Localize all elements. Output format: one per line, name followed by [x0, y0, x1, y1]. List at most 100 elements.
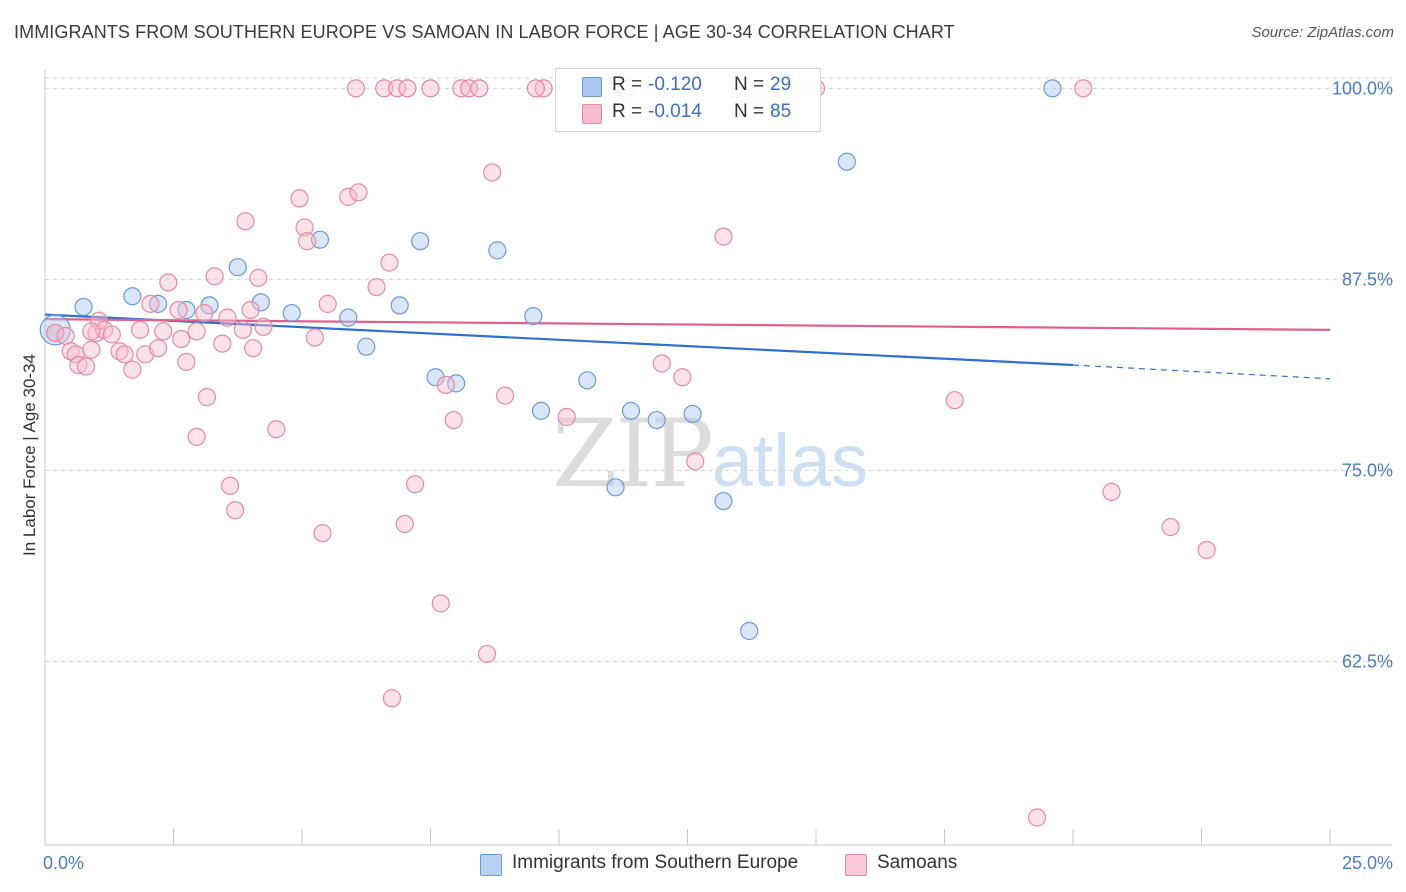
- point-samoans: [452, 79, 471, 98]
- point-samoans: [244, 339, 263, 358]
- point-southern-europe: [578, 371, 597, 390]
- point-southern-europe: [740, 621, 759, 641]
- point-samoans: [313, 524, 332, 543]
- point-samoans: [421, 79, 440, 98]
- point-samoans: [110, 342, 129, 361]
- legend-r-value: -0.014: [648, 101, 702, 122]
- point-samoans: [115, 345, 134, 364]
- point-samoans: [1161, 517, 1180, 537]
- point-samoans: [61, 342, 80, 361]
- point-samoans: [130, 320, 150, 339]
- x-tick-label-min: 0.0%: [43, 853, 84, 873]
- point-samoans: [483, 163, 502, 182]
- point-southern-europe: [390, 296, 409, 315]
- legend-swatch-samoans: [845, 854, 867, 876]
- point-southern-europe: [123, 287, 142, 306]
- point-samoans: [295, 218, 314, 237]
- point-samoans: [686, 452, 705, 471]
- point-samoans: [77, 357, 96, 376]
- point-samoans: [226, 501, 245, 520]
- point-southern-europe: [411, 232, 430, 251]
- point-southern-europe: [177, 300, 196, 320]
- watermark-atlas: atlas: [711, 419, 869, 502]
- point-southern-europe: [228, 258, 247, 277]
- point-samoans: [46, 323, 65, 343]
- legend-swatch-southern-europe: [480, 854, 502, 876]
- point-samoans: [205, 267, 224, 286]
- point-samoans: [459, 79, 479, 98]
- point-southern-europe: [621, 401, 641, 420]
- point-samoans: [298, 232, 317, 251]
- point-southern-europe: [837, 152, 856, 171]
- point-samoans: [444, 410, 463, 430]
- point-southern-europe: [683, 404, 702, 424]
- point-samoans: [405, 475, 425, 494]
- point-samoans: [349, 183, 368, 202]
- point-samoans: [141, 294, 160, 313]
- point-samoans: [220, 476, 240, 495]
- point-samoans: [1074, 79, 1093, 98]
- point-samoans: [346, 79, 366, 98]
- tick-label-layer: 62.5% 75.0% 87.5% 100.0% 0.0% 25.0%: [43, 78, 1393, 873]
- point-southern-europe: [426, 368, 445, 387]
- point-southern-europe: [357, 337, 376, 356]
- x-tick-label-max: 25.0%: [1342, 853, 1393, 873]
- point-samoans: [56, 326, 75, 346]
- point-samoans: [213, 334, 232, 353]
- point-samoans: [339, 187, 358, 206]
- axis-layer: [44, 70, 1392, 846]
- point-samoans: [380, 253, 399, 272]
- point-samoans: [187, 427, 206, 446]
- legend-n-value: 85: [770, 101, 792, 122]
- point-samoans: [82, 340, 101, 359]
- point-samoans: [69, 355, 88, 375]
- point-samoans: [367, 277, 386, 297]
- point-samoans: [82, 322, 101, 341]
- point-samoans: [197, 388, 217, 407]
- point-samoans: [154, 322, 173, 341]
- point-samoans: [495, 386, 515, 405]
- legend-r-value: -0.120: [648, 74, 702, 95]
- point-southern-europe: [148, 294, 168, 313]
- legend-label-samoans: Samoans: [877, 852, 958, 873]
- point-samoans: [249, 268, 268, 287]
- y-tick-label: 100.0%: [1332, 78, 1393, 98]
- point-southern-europe: [647, 410, 666, 430]
- point-samoans: [652, 354, 671, 373]
- point-samoans: [290, 189, 309, 208]
- trend-line-southern-europe: [44, 313, 1074, 367]
- watermark-zip: ZIP: [552, 400, 714, 509]
- point-samoans: [1102, 482, 1121, 501]
- point-southern-europe: [251, 293, 270, 312]
- correlation-legend: R = -0.120 N = 29 R = -0.014 N = 85: [555, 68, 821, 132]
- source-credit: Source: ZipAtlas.com: [1251, 24, 1394, 41]
- grid-layer: [45, 77, 1392, 663]
- point-southern-europe: [606, 478, 625, 497]
- legend-swatch-samoans: [582, 104, 602, 124]
- point-southern-europe: [524, 307, 543, 326]
- point-southern-europe: [339, 308, 358, 327]
- point-samoans: [398, 79, 417, 98]
- point-samoans: [387, 79, 407, 98]
- point-samoans: [1197, 540, 1216, 560]
- legend-label-southern-europe: Immigrants from Southern Europe: [512, 852, 799, 873]
- point-samoans: [470, 79, 489, 98]
- point-samoans: [172, 329, 191, 349]
- chart-title: IMMIGRANTS FROM SOUTHERN EUROPE VS SAMOA…: [14, 22, 955, 42]
- point-samoans: [187, 322, 206, 341]
- point-samoans: [305, 328, 324, 347]
- legend-swatch-southern-europe: [582, 77, 602, 97]
- point-southern-europe: [282, 303, 301, 323]
- point-samoans: [267, 420, 286, 439]
- point-samoans: [1027, 808, 1047, 827]
- point-samoans: [534, 79, 553, 98]
- points-layer: [39, 79, 1216, 827]
- point-samoans: [557, 407, 576, 427]
- trend-line-samoans: [44, 318, 1331, 331]
- point-samoans: [169, 300, 188, 320]
- legend-n-label: N =: [734, 101, 765, 122]
- trend-layer: [44, 313, 1331, 380]
- point-samoans: [431, 594, 450, 613]
- point-samoans: [375, 79, 394, 98]
